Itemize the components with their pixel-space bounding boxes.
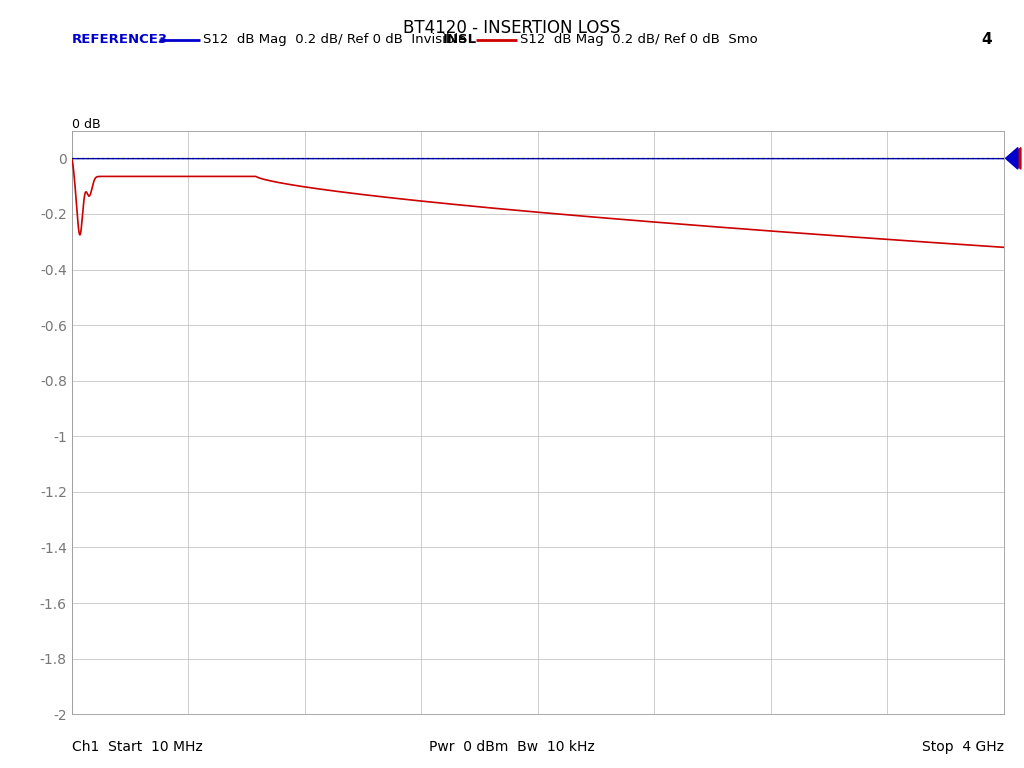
Text: Pwr  0 dBm  Bw  10 kHz: Pwr 0 dBm Bw 10 kHz [429, 740, 595, 754]
Text: 0 dB: 0 dB [72, 118, 100, 131]
Text: Stop  4 GHz: Stop 4 GHz [922, 740, 1004, 754]
Text: REFERENCE3: REFERENCE3 [72, 34, 168, 46]
Text: Ch1  Start  10 MHz: Ch1 Start 10 MHz [72, 740, 203, 754]
Text: INSL: INSL [442, 34, 476, 46]
Text: S12  dB Mag  0.2 dB/ Ref 0 dB  Smo: S12 dB Mag 0.2 dB/ Ref 0 dB Smo [520, 34, 758, 46]
Text: S12  dB Mag  0.2 dB/ Ref 0 dB  Invisible: S12 dB Mag 0.2 dB/ Ref 0 dB Invisible [203, 34, 466, 46]
Text: BT4120 - INSERTION LOSS: BT4120 - INSERTION LOSS [403, 19, 621, 37]
Text: 4: 4 [981, 32, 991, 48]
